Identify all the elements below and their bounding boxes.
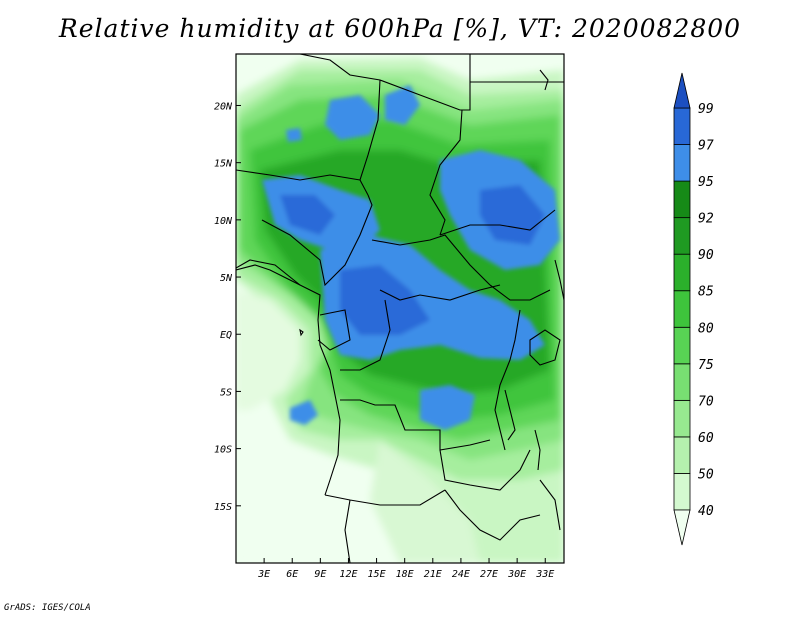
x-tick-label: 33E xyxy=(535,569,554,580)
rh-core-deep-w xyxy=(280,195,335,235)
colorbar-segment xyxy=(673,436,691,474)
border-libya-niger xyxy=(299,54,471,111)
border-drc-angola xyxy=(340,399,491,451)
border-namibia xyxy=(344,499,351,563)
y-tick-label: 5N xyxy=(220,273,233,284)
border-drc-east xyxy=(494,309,521,451)
colorbar-label: 80 xyxy=(698,321,714,336)
x-axis: 3E 6E 9E 12E 15E 18E 21E 24E 27E 30E 33E xyxy=(257,558,554,580)
x-tick-label: 9E xyxy=(314,569,326,580)
rh-core-small-nw xyxy=(286,128,302,142)
y-tick-label: 10N xyxy=(214,216,233,227)
y-tick-label: 15S xyxy=(214,502,232,513)
colorbar-min-arrow xyxy=(673,509,691,546)
border-sudan-ssudan xyxy=(439,209,556,236)
border-zambia xyxy=(439,449,531,491)
colorbar-segment xyxy=(673,363,691,401)
rh-core-southeast xyxy=(420,385,475,430)
y-tick-label: 20N xyxy=(214,101,233,112)
colorbar-max-arrow xyxy=(673,72,691,109)
colorbar-segment xyxy=(673,290,691,328)
colorbar-label: 75 xyxy=(698,358,714,373)
border-niger-nigeria xyxy=(236,169,361,181)
x-tick-label: 24E xyxy=(452,569,470,580)
border-lake-victoria xyxy=(529,329,561,366)
colorbar-label: 97 xyxy=(698,139,714,154)
colorbar-segment xyxy=(673,399,691,438)
x-tick-label: 21E xyxy=(424,569,442,580)
rh-dry-patch-west xyxy=(236,290,300,410)
colorbar-label: 95 xyxy=(698,175,714,190)
border-lake-malawi xyxy=(534,429,541,471)
coast-west-africa xyxy=(236,264,341,496)
x-tick-label: 3E xyxy=(257,569,270,580)
colorbar-label: 60 xyxy=(698,431,714,446)
rh-core-ne xyxy=(385,85,420,125)
x-tick-label: 12E xyxy=(339,569,357,580)
colorbar-label: 70 xyxy=(698,394,714,409)
border-botswana xyxy=(444,489,541,541)
x-tick-label: 27E xyxy=(480,569,498,580)
x-tick-label: 30E xyxy=(507,569,526,580)
x-tick-label: 15E xyxy=(368,569,386,580)
border-lake-tanganyika xyxy=(504,389,516,441)
y-tick-label: 5S xyxy=(220,387,232,398)
y-tick-label: 10S xyxy=(214,445,232,456)
border-zim-moz xyxy=(539,479,561,531)
chart-title: Relative humidity at 600hPa [%], VT: 202… xyxy=(58,14,742,43)
border-chad-sudan xyxy=(429,109,463,236)
y-tick-label: 15N xyxy=(214,159,233,170)
colorbar-label: 50 xyxy=(698,467,714,482)
island-bioko xyxy=(299,328,304,337)
border-car-south xyxy=(379,284,501,301)
colorbar-label: 92 xyxy=(698,212,714,227)
colorbar-segment xyxy=(673,326,691,365)
colorbar-label: 85 xyxy=(698,285,714,300)
border-nigeria-cameroon xyxy=(261,194,373,287)
border-chad-niger xyxy=(359,79,381,196)
border-sudan-east xyxy=(539,69,549,91)
border-east-coast xyxy=(554,259,564,301)
rh-core-gulf xyxy=(290,400,318,425)
y-tick-label: EQ xyxy=(220,330,232,341)
x-tick-label: 18E xyxy=(396,569,414,580)
coast-nigeria-bight xyxy=(236,259,301,286)
border-car-chad xyxy=(371,234,491,286)
border-angola-south xyxy=(324,489,446,506)
colorbar-segment xyxy=(673,180,691,219)
colorbar-label: 99 xyxy=(698,102,714,117)
borders xyxy=(236,54,564,563)
colorbar-label: 90 xyxy=(698,248,714,263)
credit-text: GrADS: IGES/COLA xyxy=(4,603,91,613)
colorbar-segment xyxy=(673,144,691,182)
border-congo-drc xyxy=(340,299,391,371)
humidity-field xyxy=(236,54,564,563)
map-frame xyxy=(235,53,565,564)
rh-core-sahel xyxy=(325,95,380,140)
colorbar: 40 50 60 70 75 80 85 90 92 95 97 99 xyxy=(673,72,714,546)
border-gabon xyxy=(317,309,351,351)
y-axis: 20N 15N 10N 5N EQ 5S 10S 15S xyxy=(214,101,241,513)
colorbar-segment xyxy=(673,107,691,145)
colorbar-label: 40 xyxy=(698,504,714,519)
colorbar-segment xyxy=(673,473,691,511)
rh-dry-patch-south xyxy=(236,420,350,563)
x-tick-label: 6E xyxy=(286,569,298,580)
colorbar-segment xyxy=(673,253,691,292)
colorbar-segment xyxy=(673,217,691,255)
border-ssudan-south xyxy=(489,284,551,301)
